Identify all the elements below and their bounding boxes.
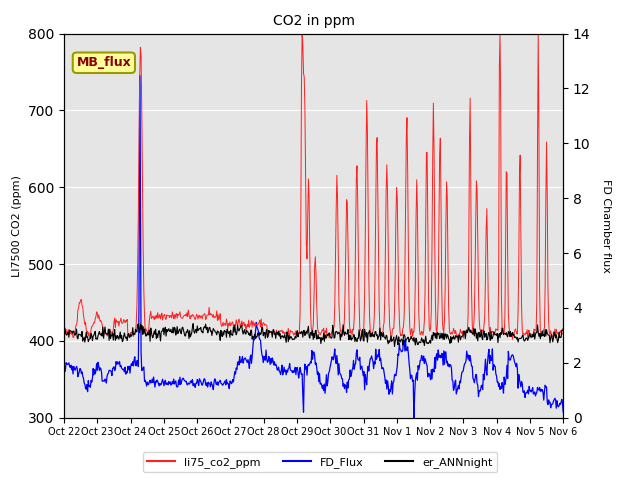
Line: er_ANNnight: er_ANNnight (64, 324, 563, 347)
li75_co2_ppm (298, 31, 306, 36)
er_ANNnight (389, 337, 397, 343)
li75_co2_ppm (559, 330, 567, 336)
er_ANNnight (60, 333, 68, 339)
li75_co2_ppm (172, 315, 179, 321)
er_ANNnight (198, 328, 206, 334)
FD_Flux (559, 409, 567, 415)
FD_Flux (198, 383, 206, 388)
FD_Flux (374, 354, 382, 360)
FD_Flux (136, 72, 143, 78)
Y-axis label: FD Chamber flux: FD Chamber flux (602, 179, 611, 273)
FD_Flux (410, 419, 418, 424)
FD_Flux (389, 380, 397, 386)
li75_co2_ppm (509, 336, 516, 342)
er_ANNnight (559, 326, 567, 332)
Legend: li75_co2_ppm, FD_Flux, er_ANNnight: li75_co2_ppm, FD_Flux, er_ANNnight (143, 452, 497, 472)
Text: MB_flux: MB_flux (77, 56, 131, 69)
Y-axis label: LI7500 CO2 (ppm): LI7500 CO2 (ppm) (12, 175, 22, 276)
er_ANNnight (120, 330, 128, 336)
li75_co2_ppm (60, 329, 68, 335)
li75_co2_ppm (389, 325, 397, 331)
er_ANNnight (390, 344, 398, 349)
er_ANNnight (172, 325, 179, 331)
li75_co2_ppm (69, 335, 77, 340)
er_ANNnight (189, 321, 197, 326)
er_ANNnight (374, 334, 382, 339)
Title: CO2 in ppm: CO2 in ppm (273, 14, 355, 28)
Line: FD_Flux: FD_Flux (64, 75, 563, 421)
li75_co2_ppm (120, 318, 128, 324)
FD_Flux (120, 369, 128, 375)
FD_Flux (69, 371, 77, 377)
FD_Flux (60, 364, 68, 370)
li75_co2_ppm (374, 259, 382, 264)
er_ANNnight (69, 328, 77, 334)
FD_Flux (172, 378, 180, 384)
li75_co2_ppm (198, 313, 205, 319)
Line: li75_co2_ppm: li75_co2_ppm (64, 34, 563, 339)
